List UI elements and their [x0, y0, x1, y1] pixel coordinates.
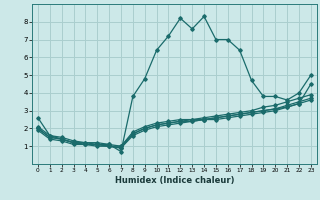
X-axis label: Humidex (Indice chaleur): Humidex (Indice chaleur): [115, 176, 234, 185]
